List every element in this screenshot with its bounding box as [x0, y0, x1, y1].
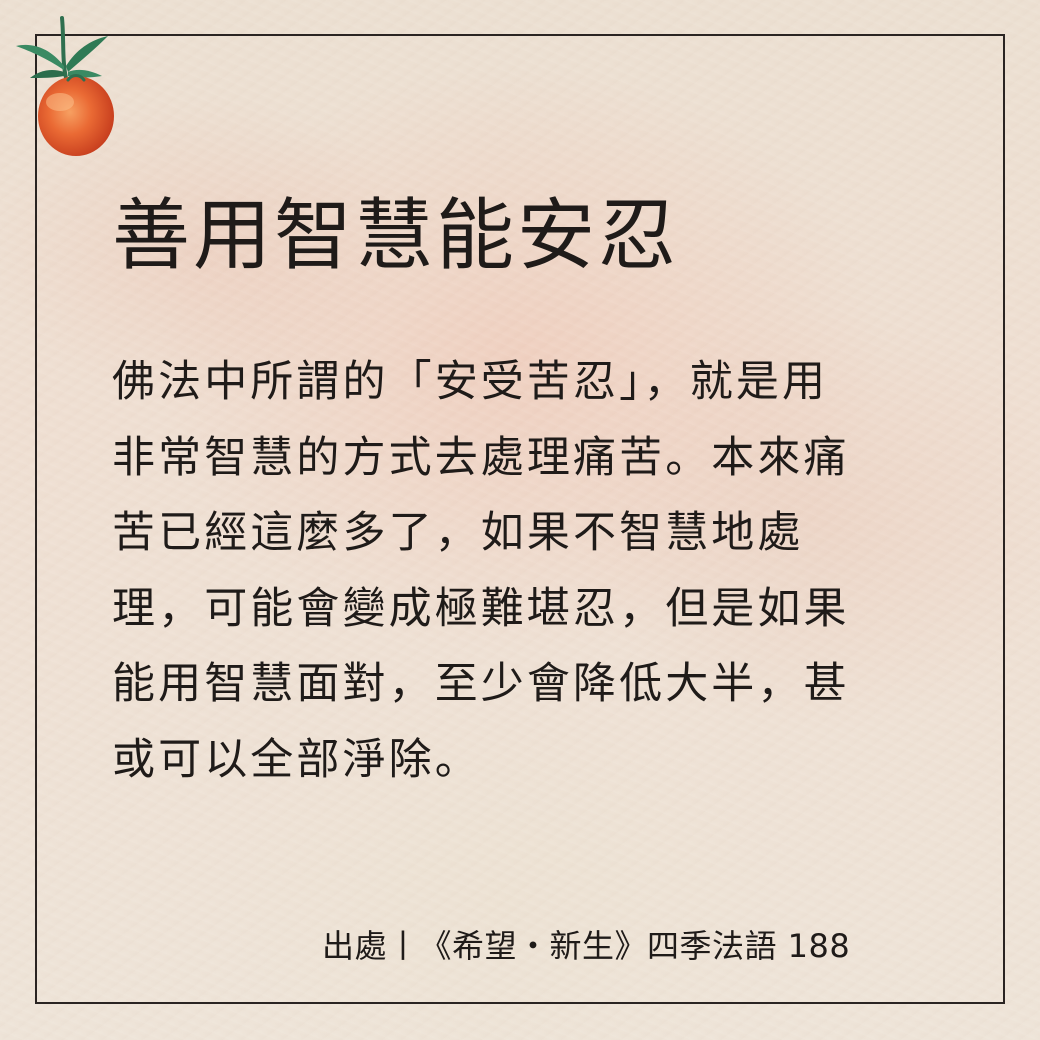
source-citation: 出處丨《希望・新生》四季法語 188	[322, 927, 851, 965]
quote-body: 佛法中所謂的「安受苦忍」，就是用 非常智慧的方式去處理痛苦。本來痛 苦已經這麼多…	[112, 345, 932, 798]
quote-line: 苦已經這麼多了，如果不智慧地處	[112, 508, 804, 558]
quote-line: 佛法中所謂的「安受苦忍」，就是用	[112, 357, 829, 407]
quote-line: 能用智慧面對，至少會降低大半，甚	[112, 659, 850, 709]
tomato-icon	[16, 16, 114, 156]
quote-line: 或可以全部淨除。	[112, 734, 481, 785]
quote-line: 非常智慧的方式去處理痛苦。本來痛	[112, 432, 850, 483]
card-title: 善用智慧能安忍	[112, 191, 680, 281]
quote-line: 理，可能會變成極難堪忍，但是如果	[112, 583, 850, 634]
card-frame	[35, 34, 1005, 1004]
